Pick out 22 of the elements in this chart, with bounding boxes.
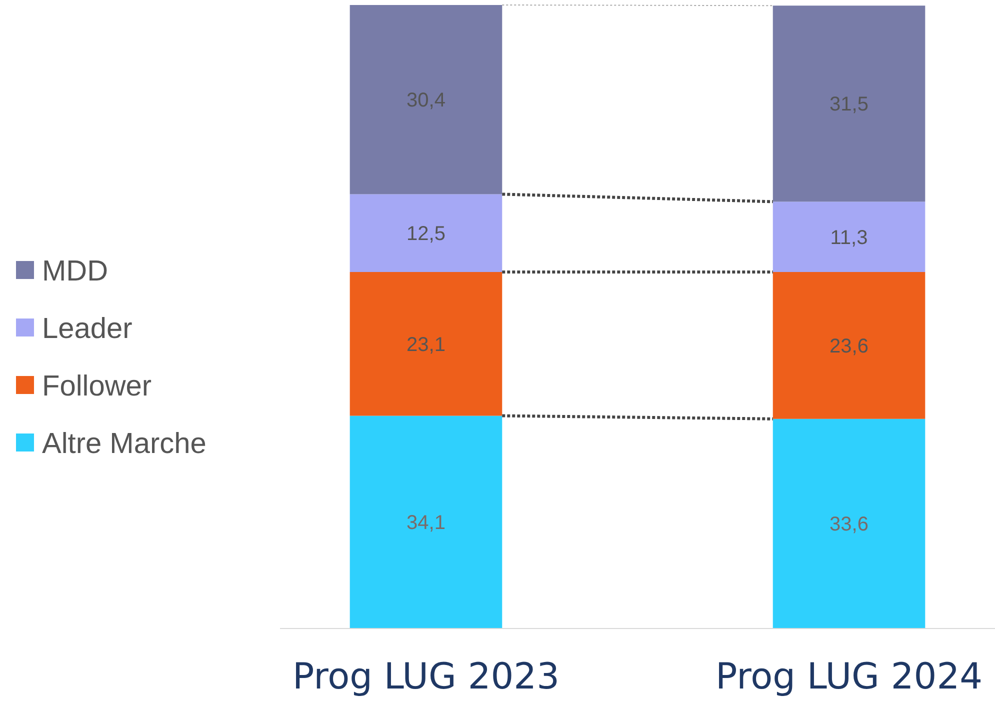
data-label: 23,6 — [830, 335, 868, 358]
bar — [772, 418, 926, 628]
legend-label: MDD — [42, 255, 108, 288]
data-label: 34,1 — [406, 512, 446, 534]
bar — [772, 272, 926, 419]
data-label: 11,3 — [830, 226, 868, 249]
bar — [350, 5, 502, 194]
legend-label: Altre Marche — [42, 428, 206, 460]
x-tick-label: Prog LUG 2024 — [716, 656, 983, 698]
legend-label: Leader — [42, 312, 133, 345]
bar — [772, 6, 926, 202]
data-label: 12,5 — [406, 223, 446, 246]
bar — [350, 416, 502, 628]
data-label: 23,1 — [406, 334, 446, 356]
data-label: 30,4 — [406, 90, 446, 112]
x-tick-label: Prog LUG 2023 — [292, 656, 560, 698]
bar — [350, 194, 502, 272]
bar — [350, 272, 502, 416]
data-label: 31,5 — [830, 94, 868, 116]
data-label: 33,6 — [830, 513, 868, 536]
bar — [772, 202, 926, 272]
legend-label: Follower — [42, 370, 152, 402]
